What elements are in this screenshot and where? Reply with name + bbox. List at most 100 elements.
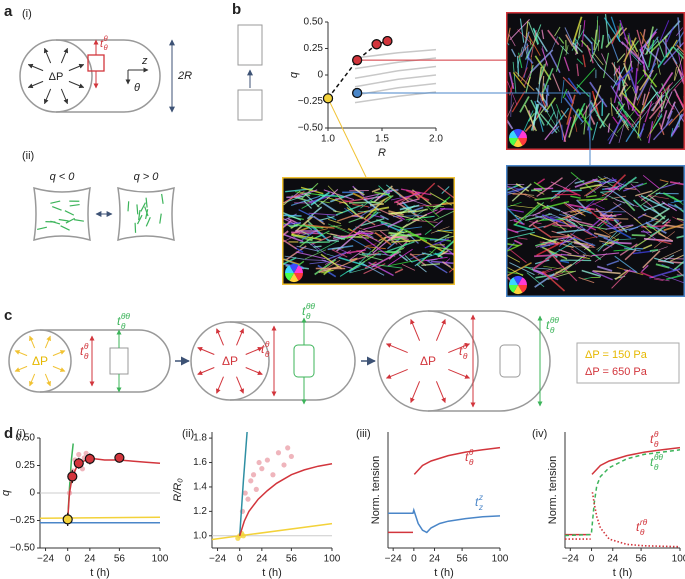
series-line	[238, 462, 333, 537]
x-tick-label: 0	[589, 554, 595, 565]
fibre-signal	[387, 259, 420, 267]
sample-dot	[275, 450, 282, 456]
fibre-signal	[658, 71, 674, 95]
x-tick-label: 56	[286, 554, 298, 565]
fibre-signal	[518, 52, 523, 69]
tube-diagram	[8, 329, 171, 393]
label-sup: θ	[265, 339, 270, 349]
fibre-signal	[540, 63, 545, 77]
fibre-signal	[559, 259, 570, 264]
legend-entry: ΔP = 650 Pa	[585, 366, 648, 378]
label-base: t	[80, 344, 84, 358]
fibre-signal	[303, 192, 320, 208]
label-sub: θ	[463, 351, 468, 361]
fibre-signal	[597, 227, 620, 242]
fibre-signal	[353, 187, 365, 196]
pressure-arrow	[410, 381, 421, 404]
fibre-signal	[514, 203, 540, 226]
fibre-signal	[638, 128, 644, 137]
fibre-signal	[582, 54, 586, 68]
fibre-signal	[562, 88, 568, 99]
fibre-signal	[606, 260, 620, 266]
series-line	[354, 74, 437, 88]
fibre-signal	[649, 249, 659, 252]
fibre-signal	[626, 114, 635, 123]
label-sup: θθ	[654, 452, 664, 462]
fibre-signal	[398, 253, 409, 262]
fibre-signal	[644, 202, 666, 212]
fibre-signal	[667, 203, 682, 210]
fibre-signal	[640, 271, 654, 279]
series-line	[211, 522, 333, 541]
fibre-signal	[298, 209, 324, 223]
fibre-signal	[663, 203, 676, 210]
fibre-signal	[391, 239, 421, 243]
fibre-signal	[565, 34, 574, 47]
fibre-signal	[592, 84, 602, 107]
fibre-signal	[427, 206, 440, 218]
fibre-signal	[533, 181, 546, 191]
fibre-signal	[536, 178, 546, 185]
tension-label: t θθ	[459, 341, 468, 361]
tension-label: t θθ	[80, 341, 89, 361]
color-wheel	[518, 277, 527, 285]
label-sup: θθ	[306, 301, 316, 311]
fibre-signal	[376, 219, 401, 229]
fibre-signal	[571, 16, 583, 46]
connector	[327, 98, 367, 178]
fibre-signal	[593, 29, 598, 51]
fibre-signal	[665, 110, 673, 126]
fibre	[65, 217, 76, 224]
fibre-signal	[643, 204, 660, 215]
fibre-signal	[617, 101, 629, 118]
tension-label: t θθθ	[546, 315, 559, 335]
fibre-signal	[295, 215, 314, 232]
y-tick-label: 1.0	[193, 530, 207, 541]
fibre-signal	[313, 245, 322, 248]
fibre-signal	[601, 185, 620, 202]
fibre-signal	[597, 63, 618, 86]
fibre-signal	[371, 251, 400, 268]
label-sup: θ	[654, 429, 659, 439]
subpanel-label: (iv)	[532, 428, 547, 440]
fibre-signal	[402, 213, 428, 229]
fibre-signal	[583, 33, 593, 45]
fibre-signal	[544, 97, 557, 113]
x-axis-label: R	[378, 147, 386, 159]
fibre-signal	[334, 258, 357, 270]
fibre-signal	[421, 263, 440, 267]
fibre-signal	[377, 250, 399, 254]
y-axis-label: Norm. tension	[370, 456, 382, 524]
tube-section	[377, 310, 479, 412]
fibre-signal	[572, 42, 583, 53]
color-wheel	[513, 285, 523, 294]
sample-dot	[253, 486, 259, 492]
fibre-signal	[632, 250, 652, 255]
y-tick-label: −0.25	[10, 515, 36, 526]
color-wheel	[294, 265, 303, 273]
fibre-signal	[437, 249, 449, 258]
fibre-signal	[390, 242, 408, 257]
fibre-signal	[586, 45, 594, 64]
tube-diagram	[190, 317, 356, 405]
data-point	[73, 458, 84, 469]
series-line	[565, 492, 681, 548]
fibre-signal	[672, 103, 685, 125]
fibre-signal	[364, 261, 377, 269]
fibre-signal	[591, 90, 601, 119]
fibre-signal	[320, 200, 337, 213]
fibre-signal	[633, 199, 646, 212]
fibre-signal	[327, 245, 354, 251]
fibre-signal	[540, 242, 555, 248]
sample-dot	[240, 533, 246, 539]
fibre-signal	[579, 223, 607, 230]
label-base: t	[100, 38, 104, 50]
fibre-signal	[609, 241, 632, 245]
fibre-signal	[526, 272, 545, 288]
fibre-signal	[599, 112, 610, 129]
fibre-signal	[306, 206, 323, 220]
fibre-signal	[636, 74, 652, 101]
fibre	[138, 210, 141, 221]
microscopy-image	[282, 177, 455, 285]
fibre-signal	[318, 265, 340, 274]
